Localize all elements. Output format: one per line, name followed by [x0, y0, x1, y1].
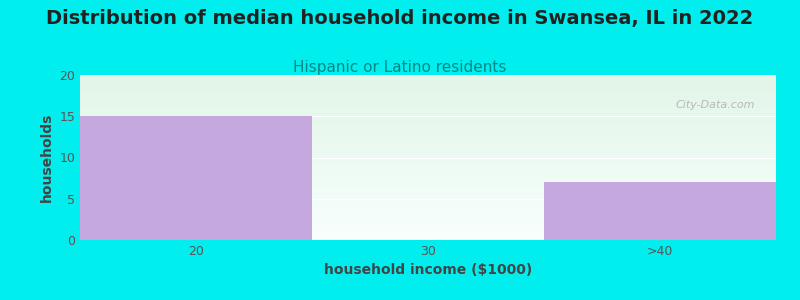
Text: Hispanic or Latino residents: Hispanic or Latino residents — [294, 60, 506, 75]
X-axis label: household income ($1000): household income ($1000) — [324, 263, 532, 278]
Text: City-Data.com: City-Data.com — [676, 100, 755, 110]
Bar — [544, 182, 776, 240]
Text: Distribution of median household income in Swansea, IL in 2022: Distribution of median household income … — [46, 9, 754, 28]
Bar — [80, 116, 312, 240]
Y-axis label: households: households — [40, 113, 54, 202]
